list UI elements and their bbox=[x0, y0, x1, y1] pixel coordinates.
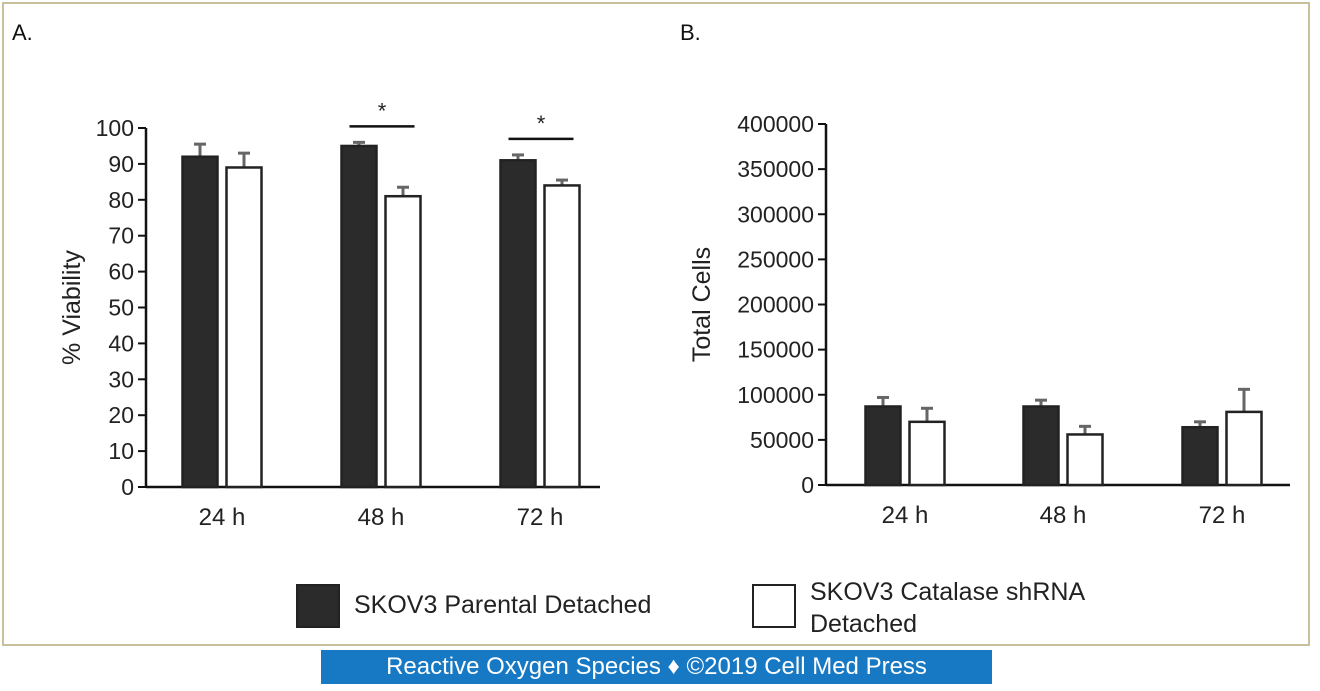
cells-y-tick-label: 250000 bbox=[737, 246, 814, 272]
cells-y-axis-title: Total Cells bbox=[688, 247, 716, 362]
legend-label-catalase: SKOV3 Catalase shRNA Detached bbox=[810, 578, 1084, 638]
viability-y-tick-label: 100 bbox=[96, 115, 134, 141]
cells-bar-parental bbox=[864, 405, 902, 487]
cells-bar-catalase bbox=[1225, 410, 1263, 487]
cells-y-tick-label: 400000 bbox=[737, 111, 814, 137]
viability-bar-catalase bbox=[384, 194, 422, 489]
cells-bar-parental bbox=[1181, 425, 1219, 487]
viability-y-tick-label: 70 bbox=[108, 223, 134, 249]
cells-y-tick-label: 50000 bbox=[750, 427, 814, 453]
viability-y-tick-label: 80 bbox=[108, 187, 134, 213]
viability-y-tick-label: 0 bbox=[121, 474, 134, 500]
footer-banner: Reactive Oxygen Species ♦ ©2019 Cell Med… bbox=[321, 650, 992, 684]
viability-y-tick-label: 10 bbox=[108, 438, 134, 464]
viability-y-axis-title: % Viability bbox=[58, 250, 86, 365]
cells-x-tick-label: 24 h bbox=[882, 502, 929, 529]
viability-y-tick-label: 60 bbox=[108, 259, 134, 285]
figure-frame bbox=[2, 2, 1310, 646]
cells-bar-parental bbox=[1022, 405, 1060, 487]
cells-x-tick-label: 48 h bbox=[1040, 502, 1087, 529]
viability-bar-parental bbox=[499, 159, 537, 489]
viability-bar-parental bbox=[181, 155, 219, 489]
viability-x-tick-label: 72 h bbox=[517, 504, 564, 531]
cells-y-tick-label: 350000 bbox=[737, 156, 814, 182]
viability-significance-star: * bbox=[378, 98, 387, 123]
viability-significance-star: * bbox=[537, 111, 546, 136]
cells-x-tick-label: 72 h bbox=[1199, 502, 1246, 529]
viability-y-tick-label: 40 bbox=[108, 330, 134, 356]
legend-item-catalase: SKOV3 Catalase shRNA Detached bbox=[752, 576, 1120, 640]
cells-y-tick-label: 150000 bbox=[737, 337, 814, 363]
viability-bar-catalase bbox=[543, 184, 581, 489]
viability-x-tick-label: 24 h bbox=[199, 504, 246, 531]
cells-y-tick-label: 0 bbox=[801, 472, 814, 498]
legend-item-parental: SKOV3 Parental Detached bbox=[296, 584, 651, 628]
cells-bar-catalase bbox=[908, 420, 946, 487]
cells-y-tick-label: 200000 bbox=[737, 292, 814, 318]
cells-y-tick-label: 100000 bbox=[737, 382, 814, 408]
cells-bar-catalase bbox=[1066, 433, 1104, 487]
panel-a-label: A. bbox=[12, 20, 33, 45]
viability-bar-parental bbox=[340, 144, 378, 489]
legend-label-parental: SKOV3 Parental Detached bbox=[354, 591, 652, 619]
viability-y-tick-label: 30 bbox=[108, 366, 134, 392]
viability-y-tick-label: 20 bbox=[108, 402, 134, 428]
panel-b-label: B. bbox=[680, 20, 701, 45]
viability-y-tick-label: 90 bbox=[108, 151, 134, 177]
cells-y-tick-label: 300000 bbox=[737, 201, 814, 227]
viability-y-tick-label: 50 bbox=[108, 295, 134, 321]
legend-swatch-parental bbox=[296, 584, 340, 628]
viability-chart: 0 10 20 30 40 50 60 70 80 90 100 % Viability 24 h 48 … bbox=[58, 98, 600, 531]
viability-x-tick-label: 48 h bbox=[358, 504, 405, 531]
total-cells-chart: 0 50000 100000 150000 200000 250000 300000 3500… bbox=[688, 111, 1290, 529]
viability-bar-catalase bbox=[225, 166, 263, 489]
legend-swatch-catalase bbox=[752, 584, 796, 628]
